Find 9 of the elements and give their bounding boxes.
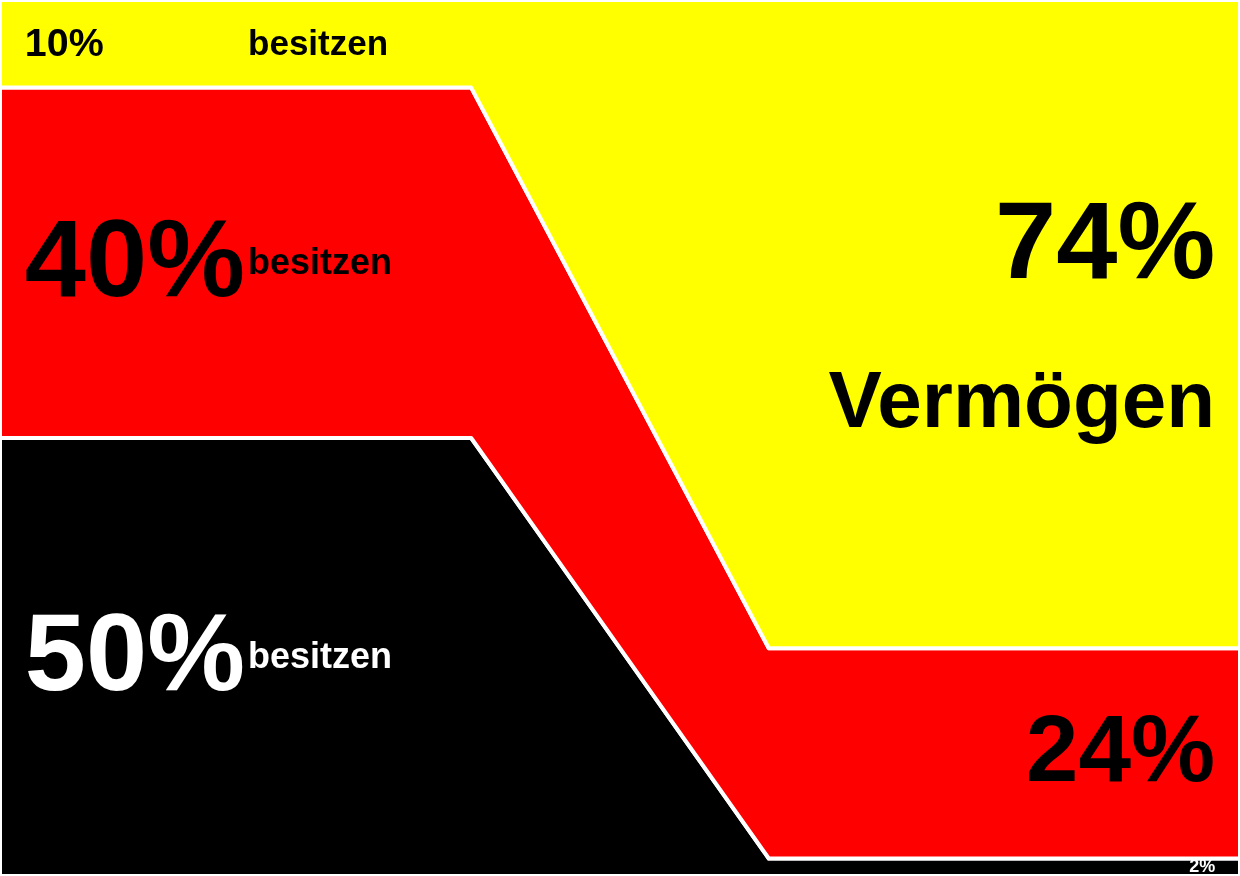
data-label: 10% [24,19,104,64]
data-label: 40% [24,195,245,319]
annotation: besitzen [248,22,389,62]
data-label: 74% [995,178,1216,302]
annotation: Vermögen [828,354,1216,444]
annotation: besitzen [248,240,393,282]
annotation: besitzen [248,635,393,676]
data-label: 24% [1025,695,1216,802]
data-label: 50% [24,590,245,713]
